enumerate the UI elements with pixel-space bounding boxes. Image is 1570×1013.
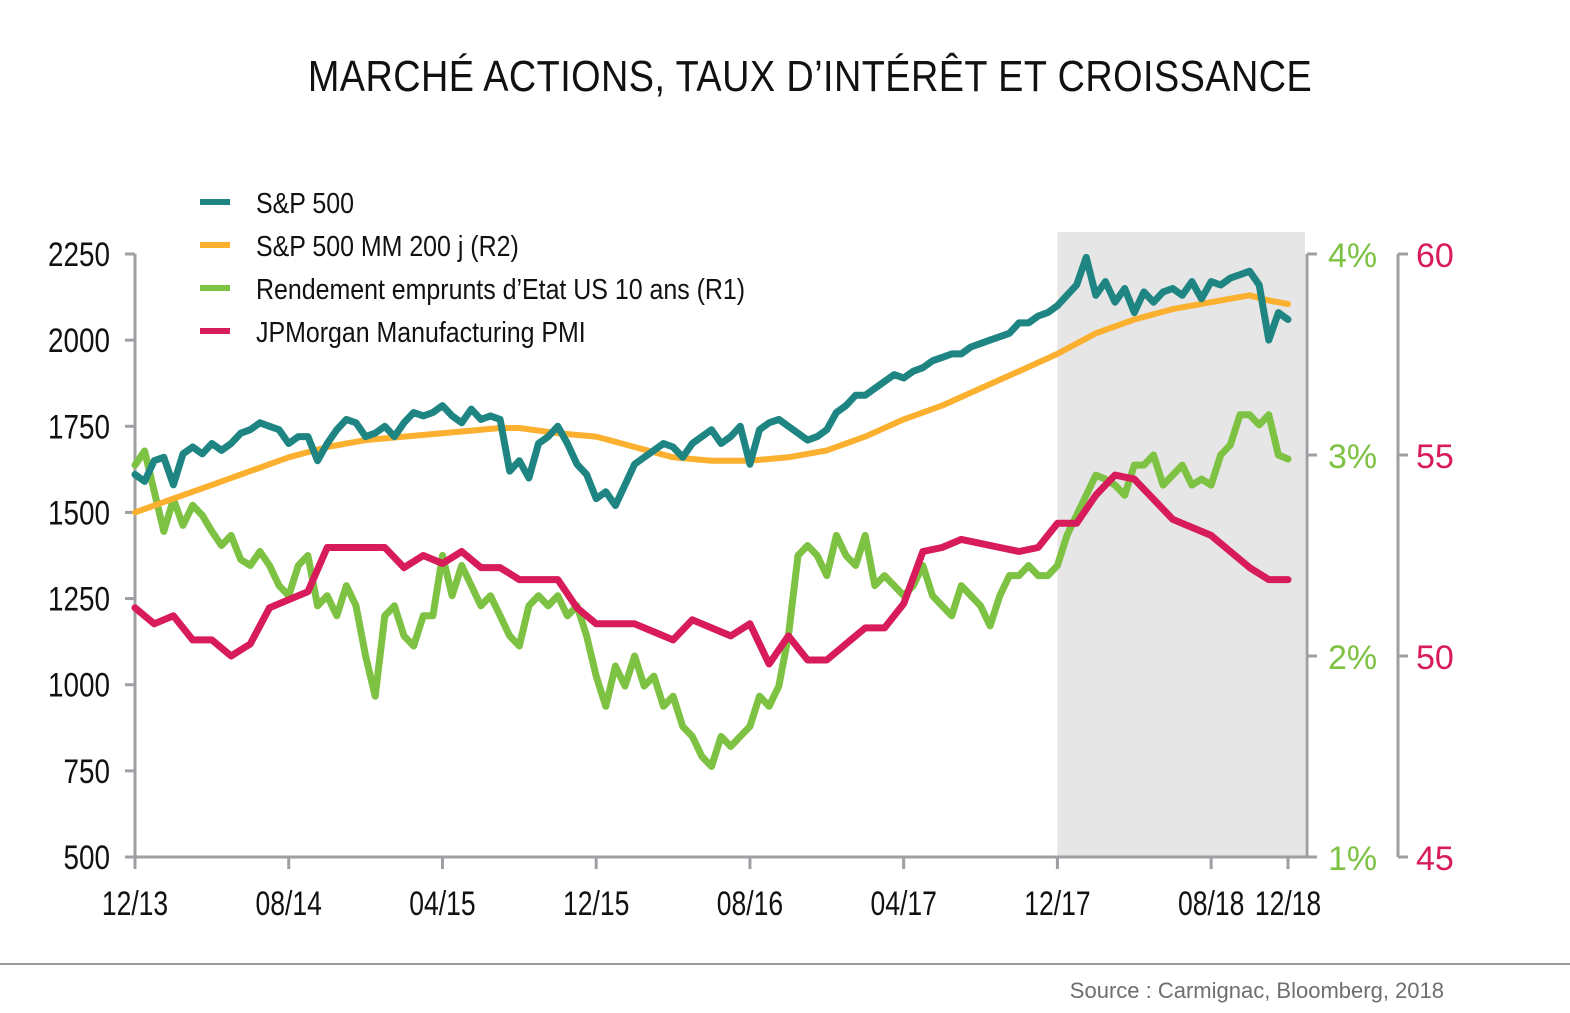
left-tick-label: 1000 <box>48 666 110 704</box>
right2-tick-label: 45 <box>1416 840 1454 878</box>
x-tick-label-group: 12/17 <box>1024 885 1090 923</box>
series-lines <box>131 253 1292 770</box>
x-tick-label: 08/18 <box>1178 885 1244 923</box>
legend-item: Rendement emprunts d’Etat US 10 ans (R1) <box>256 273 745 305</box>
legend-label: S&P 500 MM 200 j (R2) <box>256 230 519 262</box>
left-tick-label: 1250 <box>48 580 110 618</box>
x-tick-label: 08/16 <box>717 885 783 923</box>
legend-label: S&P 500 <box>256 187 354 219</box>
right2-tick-label: 50 <box>1416 639 1454 677</box>
chart-title: MARCHÉ ACTIONS, TAUX D’INTÉRÊT ET CROISS… <box>307 52 1313 101</box>
left-tick-label: 2250 <box>48 235 110 273</box>
right1-tick-label: 2% <box>1328 639 1377 677</box>
x-tick-label-group: 08/16 <box>717 885 783 923</box>
right1-tick-label: 3% <box>1328 438 1377 476</box>
left-tick-label: 750 <box>63 752 110 790</box>
legend-label: Rendement emprunts d’Etat US 10 ans (R1) <box>256 273 745 305</box>
source-note: Source : Carmignac, Bloomberg, 2018 <box>1069 978 1444 1003</box>
right1-tick-label: 1% <box>1328 840 1377 878</box>
footer-divider <box>0 963 1570 965</box>
x-tick-label-group: 12/13 <box>102 885 168 923</box>
x-tick-label-group: 04/17 <box>870 885 936 923</box>
shaded-period <box>1057 232 1305 857</box>
legend-item: S&P 500 <box>256 187 354 219</box>
x-tick-label: 12/15 <box>563 885 629 923</box>
x-tick-label-group: 08/18 <box>1178 885 1244 923</box>
x-tick-label-group: 04/15 <box>409 885 475 923</box>
x-tick-label: 04/17 <box>870 885 936 923</box>
legend: S&P 500 S&P 500 MM 200 j (R2) Rendement em… <box>200 187 745 348</box>
x-tick-label-group: 08/14 <box>256 885 322 923</box>
x-tick-label: 04/15 <box>409 885 475 923</box>
left-tick-label: 1500 <box>48 494 110 532</box>
right1-tick-label: 4% <box>1328 237 1377 275</box>
legend-label: JPMorgan Manufacturing PMI <box>256 316 586 348</box>
axes: 2250 2000 1750 1500 1250 1000 750 500 4% 3% 2% 1% 60… <box>48 235 1454 922</box>
x-tick-label: 08/14 <box>256 885 322 923</box>
legend-item: S&P 500 MM 200 j (R2) <box>256 230 519 262</box>
x-tick-label-group: 12/15 <box>563 885 629 923</box>
x-tick-label: 12/13 <box>102 885 168 923</box>
x-tick-label: 12/18 <box>1255 885 1321 923</box>
left-tick-label: 500 <box>63 838 110 876</box>
left-tick-label: 2000 <box>48 322 110 360</box>
legend-item: JPMorgan Manufacturing PMI <box>256 316 586 348</box>
right2-tick-label: 60 <box>1416 237 1454 275</box>
x-tick-label: 12/17 <box>1024 885 1090 923</box>
left-tick-label: 1750 <box>48 408 110 446</box>
x-tick-label-group: 12/18 <box>1255 885 1321 923</box>
right2-tick-label: 55 <box>1416 438 1454 476</box>
